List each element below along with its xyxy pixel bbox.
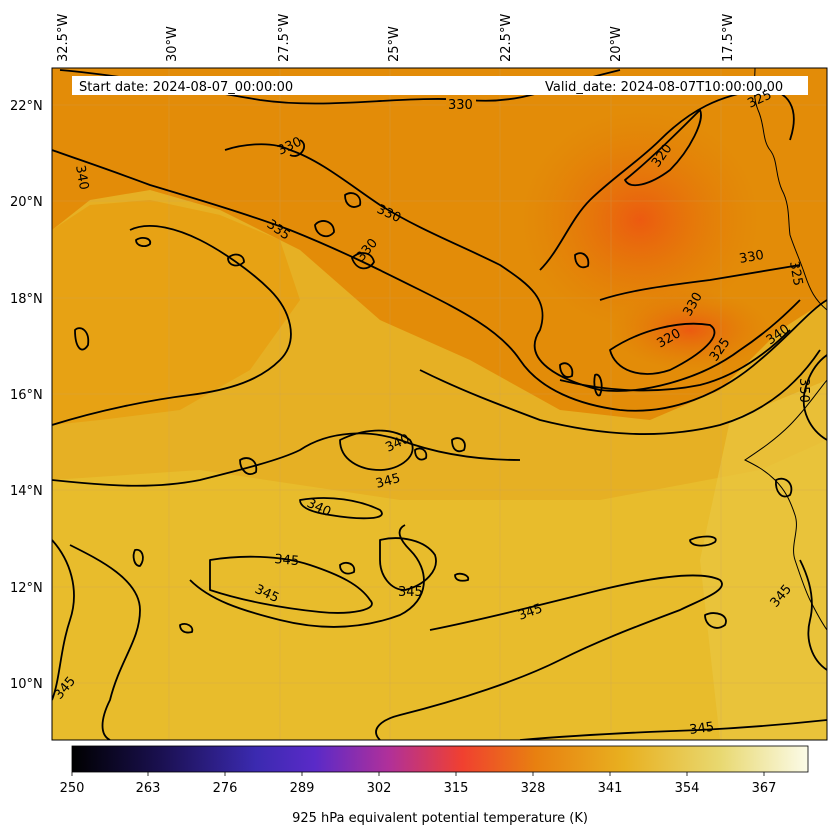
lat-tick-label: 22°N <box>10 99 43 114</box>
colorbar-tick-label: 315 <box>444 781 469 796</box>
lat-tick-label: 20°N <box>10 195 43 210</box>
start-date-text: Start date: 2024-08-07_00:00:00 <box>79 80 293 95</box>
colorbar-tick-label: 328 <box>521 781 546 796</box>
contour-label: 330 <box>738 248 765 267</box>
temperature-field <box>52 68 827 740</box>
longitude-tick-labels: 32.5°W 30°W 27.5°W 25°W 22.5°W 20°W 17.5… <box>56 14 736 62</box>
lat-tick-label: 18°N <box>10 292 43 307</box>
lon-tick-label: 25°W <box>387 26 402 62</box>
colorbar-tick-label: 250 <box>60 781 85 796</box>
lat-tick-label: 10°N <box>10 677 43 692</box>
latitude-tick-labels: 22°N 20°N 18°N 16°N 14°N 12°N 10°N <box>10 99 43 692</box>
coastline <box>744 68 827 631</box>
colorbar-tick-label: 302 <box>367 781 392 796</box>
contour-label: 340 <box>72 164 91 191</box>
colorbar-tick-label: 354 <box>675 781 700 796</box>
colorbar-tick-label: 276 <box>213 781 238 796</box>
colorbar-title: 925 hPa equivalent potential temperature… <box>292 811 588 826</box>
lon-tick-label: 27.5°W <box>277 14 292 62</box>
lon-tick-label: 22.5°W <box>499 14 514 62</box>
lon-tick-label: 32.5°W <box>56 14 71 62</box>
contour-label: 350 <box>796 378 811 403</box>
colorbar-tick-label: 341 <box>598 781 623 796</box>
colorbar: 250 263 276 289 302 315 328 341 354 367 … <box>60 745 809 826</box>
colorbar-gradient <box>71 745 809 773</box>
contour-label: 330 <box>448 98 473 113</box>
lon-tick-label: 20°W <box>609 26 624 62</box>
lon-tick-label: 17.5°W <box>721 14 736 62</box>
colorbar-tick-label: 263 <box>136 781 161 796</box>
contour-label: 345 <box>374 471 402 492</box>
contour-label: 345 <box>688 720 715 738</box>
lat-tick-label: 16°N <box>10 388 43 403</box>
map-frame <box>51 67 828 741</box>
contour-label: 325 <box>786 260 805 287</box>
lon-tick-label: 30°W <box>165 26 180 62</box>
contour-label: 345 <box>398 585 423 600</box>
lat-tick-label: 14°N <box>10 484 43 499</box>
colorbar-tick-label: 367 <box>752 781 777 796</box>
info-header: Start date: 2024-08-07_00:00:00 Valid_da… <box>72 76 808 95</box>
contour-label: 345 <box>274 552 300 569</box>
valid-date-text: Valid_date: 2024-08-07T10:00:00.00 <box>545 80 783 95</box>
lat-tick-label: 12°N <box>10 581 43 596</box>
colorbar-tick-label: 289 <box>290 781 315 796</box>
